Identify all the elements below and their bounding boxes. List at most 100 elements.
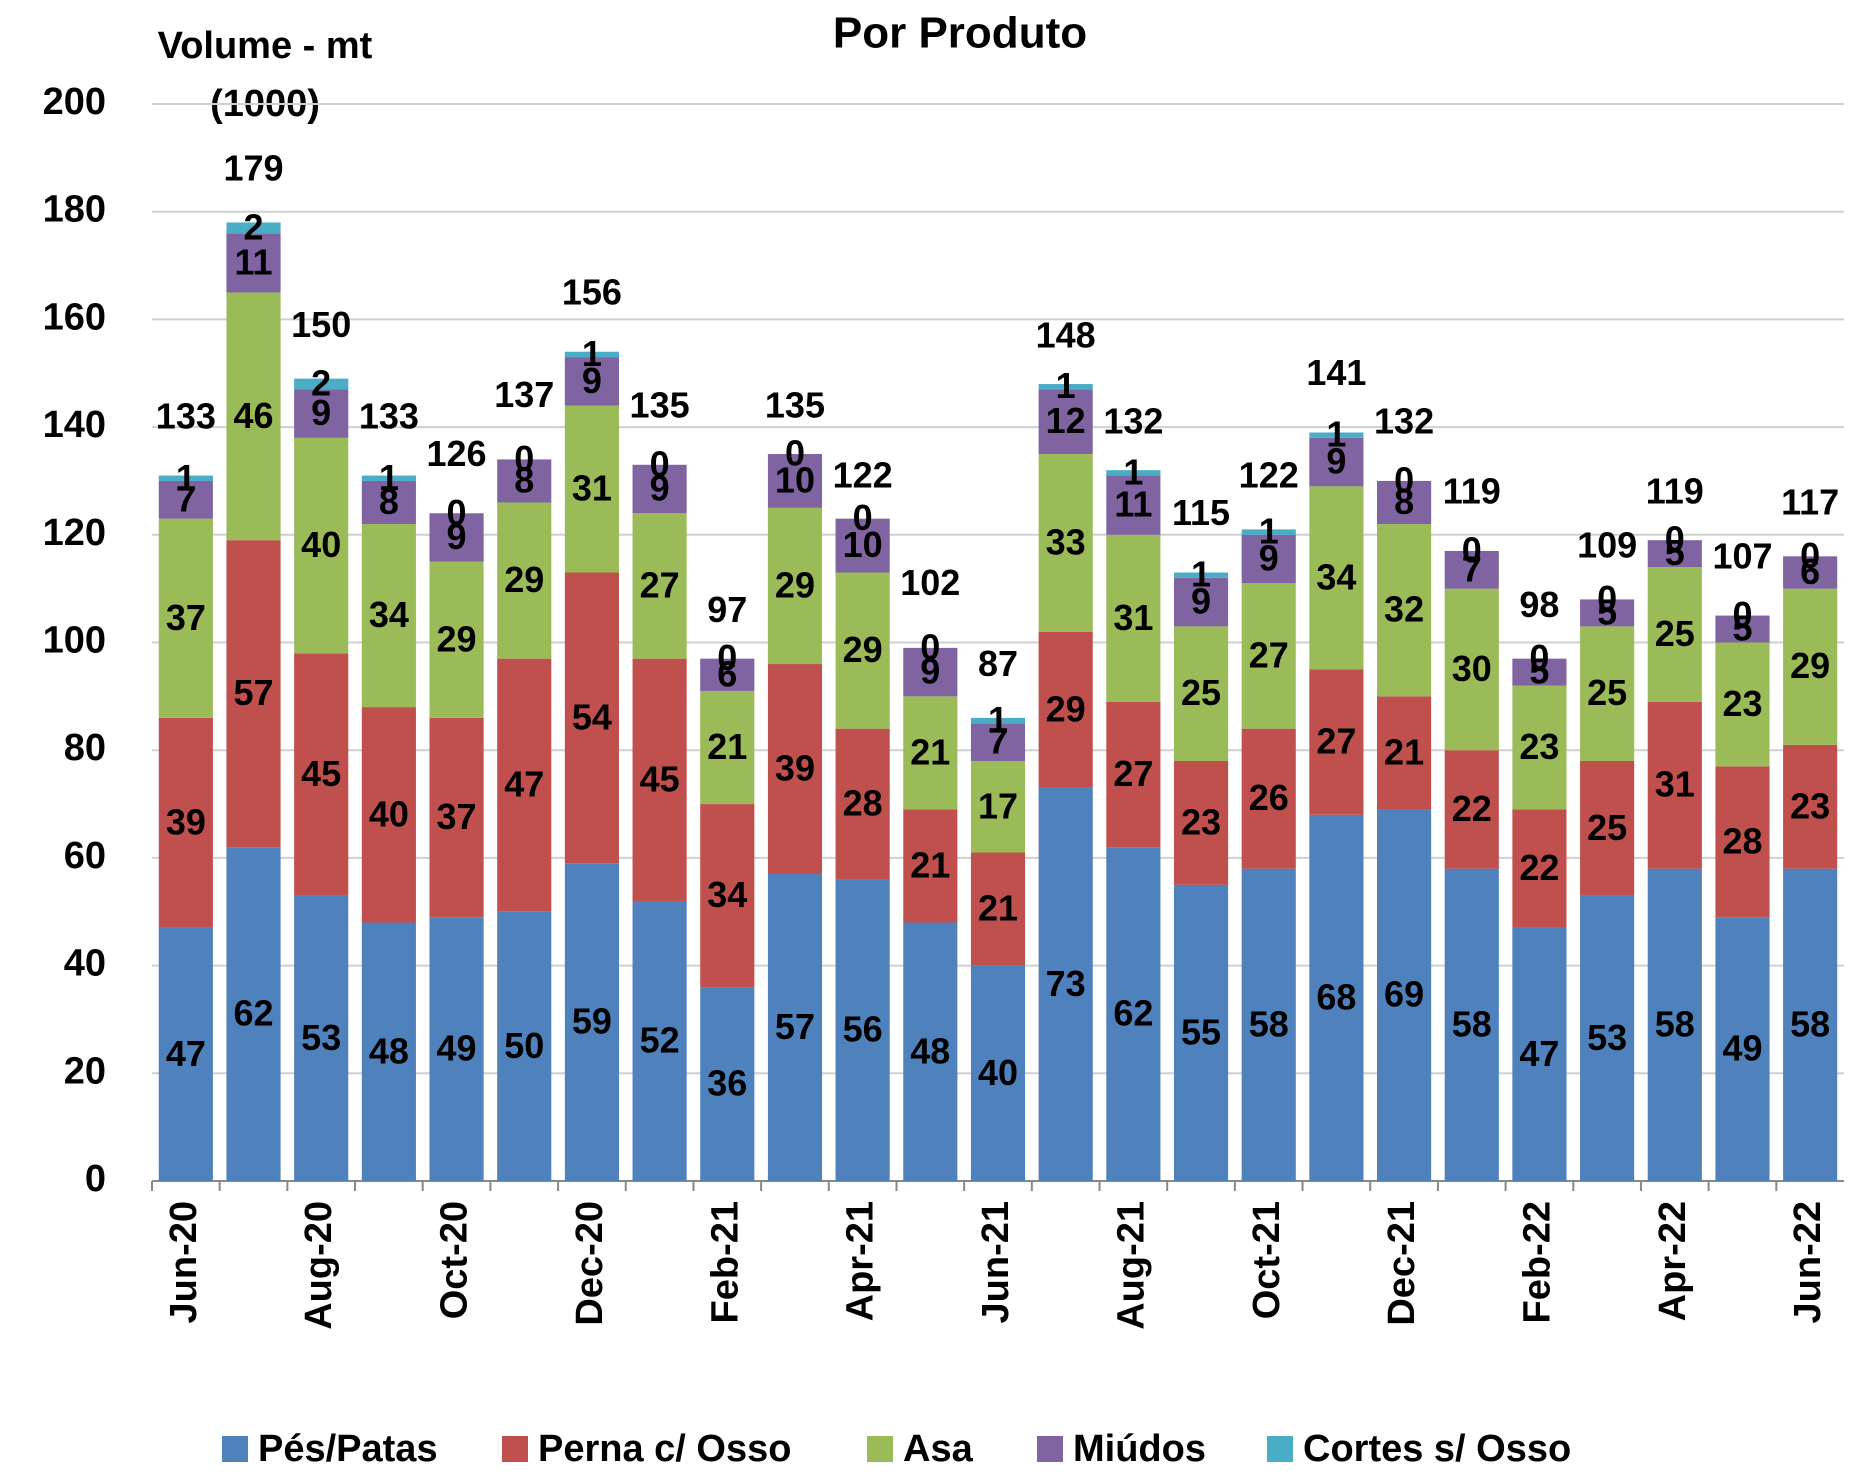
bar-segment bbox=[1647, 868, 1702, 1181]
data-label: 0 bbox=[1665, 519, 1685, 560]
bar-segment bbox=[1377, 809, 1432, 1181]
bar-segment bbox=[429, 561, 484, 718]
bar-segment bbox=[903, 809, 958, 923]
data-label: 1 bbox=[1326, 414, 1346, 455]
bar-segment bbox=[361, 475, 416, 481]
bar-segment bbox=[1106, 847, 1161, 1181]
bar-segment bbox=[632, 900, 687, 1181]
bar-segment bbox=[1444, 550, 1499, 589]
bar-segment bbox=[970, 965, 1026, 1181]
bar-segment bbox=[361, 480, 416, 525]
x-tick-label: Jun-22 bbox=[1787, 1201, 1829, 1323]
data-label: 7 bbox=[1462, 548, 1482, 589]
bar-segment bbox=[1309, 814, 1364, 1181]
data-label: 48 bbox=[910, 1030, 950, 1071]
legend-label: Cortes s/ Osso bbox=[1303, 1428, 1571, 1470]
data-label: 11 bbox=[234, 241, 272, 282]
data-label: 6 bbox=[717, 653, 737, 694]
bar-segment bbox=[1715, 642, 1770, 767]
total-label: 119 bbox=[1443, 471, 1501, 512]
bar-segment bbox=[970, 852, 1026, 966]
bar-segment bbox=[1444, 868, 1499, 1181]
bar-segment bbox=[497, 502, 552, 659]
bar-segment bbox=[1377, 696, 1432, 810]
bar-segment bbox=[1241, 529, 1296, 535]
legend-swatch bbox=[222, 1436, 248, 1462]
bar-segment bbox=[835, 728, 890, 880]
data-label: 8 bbox=[1394, 481, 1414, 522]
data-label: 0 bbox=[1597, 578, 1617, 619]
data-label: 36 bbox=[707, 1063, 747, 1104]
bar-segment bbox=[1580, 760, 1635, 896]
bar-segment bbox=[497, 459, 552, 503]
data-label: 0 bbox=[853, 497, 873, 538]
data-label: 73 bbox=[1046, 963, 1086, 1004]
y-tick-label: 80 bbox=[64, 727, 106, 769]
data-label: 0 bbox=[717, 637, 737, 678]
data-label: 9 bbox=[582, 360, 602, 401]
data-label: 37 bbox=[166, 597, 206, 638]
bar-segment bbox=[1783, 556, 1838, 589]
data-label: 31 bbox=[572, 468, 612, 509]
data-label: 21 bbox=[1384, 731, 1424, 772]
data-label: 29 bbox=[437, 618, 477, 659]
data-label: 10 bbox=[843, 524, 883, 565]
data-label: 62 bbox=[233, 993, 273, 1034]
data-label: 5 bbox=[1665, 532, 1685, 573]
bar-segment bbox=[1309, 437, 1364, 487]
total-label: 122 bbox=[833, 455, 893, 496]
data-label: 9 bbox=[311, 392, 331, 433]
data-label: 0 bbox=[1529, 637, 1549, 678]
total-label: 122 bbox=[1239, 455, 1299, 496]
bar-segment bbox=[564, 405, 619, 573]
bar-segment bbox=[903, 922, 958, 1181]
bar-segment bbox=[835, 572, 890, 729]
bar-segment bbox=[564, 863, 619, 1181]
x-tick-label: Feb-21 bbox=[704, 1201, 746, 1323]
data-label: 0 bbox=[447, 492, 467, 533]
total-label: 115 bbox=[1172, 492, 1230, 533]
data-label: 30 bbox=[1452, 648, 1492, 689]
bar-segment bbox=[970, 717, 1026, 724]
total-label: 179 bbox=[223, 148, 283, 189]
data-label: 47 bbox=[1519, 1033, 1559, 1074]
data-label: 0 bbox=[650, 443, 670, 484]
y-axis-label: Volume - mt bbox=[158, 25, 373, 67]
data-label: 29 bbox=[775, 564, 815, 605]
y-tick-label: 40 bbox=[64, 943, 106, 985]
bar-segment bbox=[294, 437, 349, 654]
x-tick-label: Oct-20 bbox=[434, 1201, 476, 1319]
bar-segment bbox=[767, 874, 823, 1181]
legend-swatch bbox=[1267, 1436, 1293, 1462]
data-label: 21 bbox=[978, 888, 1018, 929]
total-label: 135 bbox=[630, 385, 690, 426]
total-label: 126 bbox=[427, 433, 487, 474]
total-label: 97 bbox=[707, 589, 747, 630]
total-label: 141 bbox=[1306, 352, 1366, 393]
bar-segment bbox=[1038, 454, 1093, 632]
data-label: 34 bbox=[369, 594, 409, 635]
bar-segment bbox=[1647, 540, 1702, 568]
data-label: 34 bbox=[707, 874, 747, 915]
y-tick-label: 140 bbox=[43, 404, 106, 446]
data-label: 49 bbox=[437, 1028, 477, 1069]
data-label: 29 bbox=[1046, 688, 1086, 729]
data-label: 27 bbox=[1113, 753, 1153, 794]
data-label: 34 bbox=[1316, 556, 1356, 597]
data-label: 1 bbox=[1056, 365, 1076, 406]
data-label: 47 bbox=[166, 1033, 206, 1074]
data-label: 27 bbox=[1316, 721, 1356, 762]
total-label: 102 bbox=[900, 562, 960, 603]
x-tick-label: Apr-22 bbox=[1652, 1201, 1694, 1321]
bar-segment bbox=[1783, 588, 1838, 745]
data-label: 39 bbox=[166, 801, 206, 842]
bar-segment bbox=[226, 847, 281, 1181]
data-label: 21 bbox=[707, 726, 747, 767]
data-label: 33 bbox=[1046, 521, 1086, 562]
data-label: 0 bbox=[1394, 459, 1414, 500]
bar-segment bbox=[700, 658, 755, 691]
bar-segment bbox=[497, 911, 552, 1181]
data-label: 27 bbox=[640, 564, 680, 605]
bar-segment bbox=[564, 572, 619, 864]
